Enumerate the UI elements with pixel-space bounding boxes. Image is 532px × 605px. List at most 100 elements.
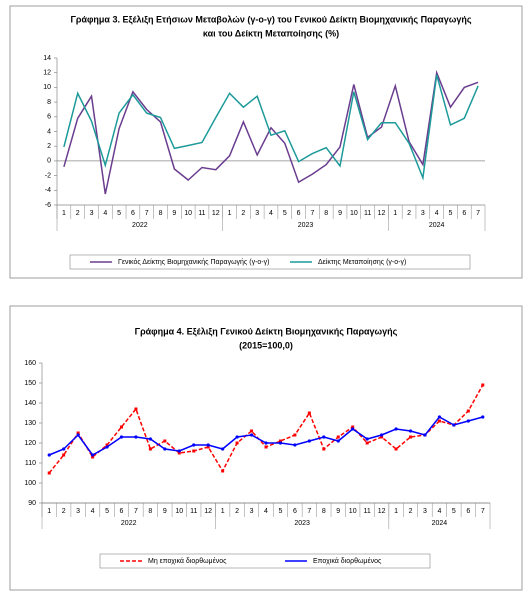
x-tick-label: 6	[466, 508, 470, 515]
point	[119, 435, 124, 439]
x-tick-label: 2	[235, 508, 239, 515]
y-tick-label: 140	[24, 400, 36, 407]
y-tick-label: 14	[43, 55, 51, 62]
y-tick-label: 6	[47, 114, 51, 121]
y-tick-label: 90	[28, 500, 36, 507]
x-tick-label: 4	[91, 508, 95, 515]
point	[264, 445, 268, 449]
chart-title: και του Δείκτη Μεταποίησης (%)	[203, 28, 339, 38]
point	[134, 435, 138, 439]
x-tick-label: 8	[148, 508, 152, 515]
legend-frame	[99, 553, 431, 569]
point	[437, 419, 441, 423]
year-label: 2022	[121, 520, 137, 527]
y-tick-label: 150	[24, 380, 36, 387]
legend-label: Γενικός Δείκτης Βιομηχανικής Παραγωγής (…	[118, 258, 269, 266]
point	[466, 419, 470, 423]
x-tick-label: 11	[364, 508, 371, 515]
x-tick-label: 6	[131, 210, 135, 217]
x-tick-label: 6	[462, 210, 466, 217]
point	[105, 445, 109, 449]
point	[163, 439, 167, 443]
x-tick-label: 10	[175, 508, 183, 515]
y-tick-label: -4	[45, 187, 51, 194]
x-tick-label: 8	[159, 210, 163, 217]
point	[394, 427, 398, 431]
chart-title: (2015=100,0)	[239, 340, 293, 350]
x-tick-label: 5	[283, 210, 287, 217]
point	[235, 441, 239, 445]
point	[408, 429, 413, 433]
x-tick-label: 10	[350, 210, 358, 217]
point	[351, 425, 355, 429]
point	[76, 433, 80, 437]
point	[264, 441, 268, 445]
series-line	[48, 384, 484, 474]
chart-frame	[9, 305, 523, 591]
point	[278, 439, 282, 443]
x-tick-label: 4	[435, 210, 439, 217]
x-tick-label: 2	[76, 210, 80, 217]
year-label: 2024	[429, 222, 445, 229]
x-tick-label: 4	[437, 508, 441, 515]
x-tick-label: 10	[349, 508, 357, 515]
x-tick-label: 5	[452, 508, 456, 515]
x-tick-label: 1	[393, 210, 397, 217]
point	[336, 439, 340, 443]
point	[76, 431, 80, 435]
y-tick-label: -2	[45, 172, 51, 179]
x-tick-label: 12	[378, 508, 386, 515]
point	[235, 435, 239, 439]
x-tick-label: 6	[120, 508, 124, 515]
point	[206, 445, 210, 449]
x-tick-label: 8	[324, 210, 328, 217]
y-tick-label: 8	[47, 99, 51, 106]
point	[177, 449, 181, 453]
point	[90, 453, 95, 457]
x-tick-label: 5	[278, 508, 282, 515]
point	[62, 453, 66, 457]
x-tick-label: 6	[297, 210, 301, 217]
year-label: 2022	[132, 222, 148, 229]
x-tick-label: 12	[204, 508, 212, 515]
x-tick-label: 6	[293, 508, 297, 515]
point	[307, 411, 311, 415]
point	[192, 449, 196, 453]
x-tick-label: 2	[409, 508, 413, 515]
x-tick-label: 2	[407, 210, 411, 217]
point	[148, 437, 152, 441]
point	[409, 435, 413, 439]
x-tick-label: 9	[163, 508, 167, 515]
x-tick-label: 7	[134, 508, 138, 515]
year-label: 2023	[294, 520, 310, 527]
point	[437, 415, 442, 419]
x-tick-label: 4	[103, 210, 107, 217]
point	[119, 425, 123, 429]
point	[250, 429, 254, 433]
x-tick-label: 5	[117, 210, 121, 217]
x-tick-label: 9	[336, 508, 340, 515]
x-tick-label: 5	[449, 210, 453, 217]
x-tick-label: 3	[250, 508, 254, 515]
point	[206, 443, 210, 447]
point	[177, 451, 181, 455]
series-line	[63, 69, 479, 195]
x-tick-label: 7	[307, 508, 311, 515]
x-tick-label: 11	[364, 210, 371, 217]
x-tick-label: 5	[105, 508, 109, 515]
point	[47, 453, 51, 457]
point	[47, 471, 51, 475]
point	[293, 433, 297, 437]
point	[221, 469, 225, 473]
x-tick-label: 4	[264, 508, 268, 515]
series-line	[63, 74, 479, 181]
x-tick-label: 8	[322, 508, 326, 515]
x-tick-label: 1	[228, 210, 232, 217]
chart-title: Γράφημα 4. Εξέλιξη Γενικού Δείκτη Βιομηχ…	[135, 326, 398, 336]
x-tick-label: 11	[190, 508, 197, 515]
point	[322, 447, 326, 451]
y-tick-label: -6	[45, 202, 51, 209]
point	[481, 415, 485, 419]
